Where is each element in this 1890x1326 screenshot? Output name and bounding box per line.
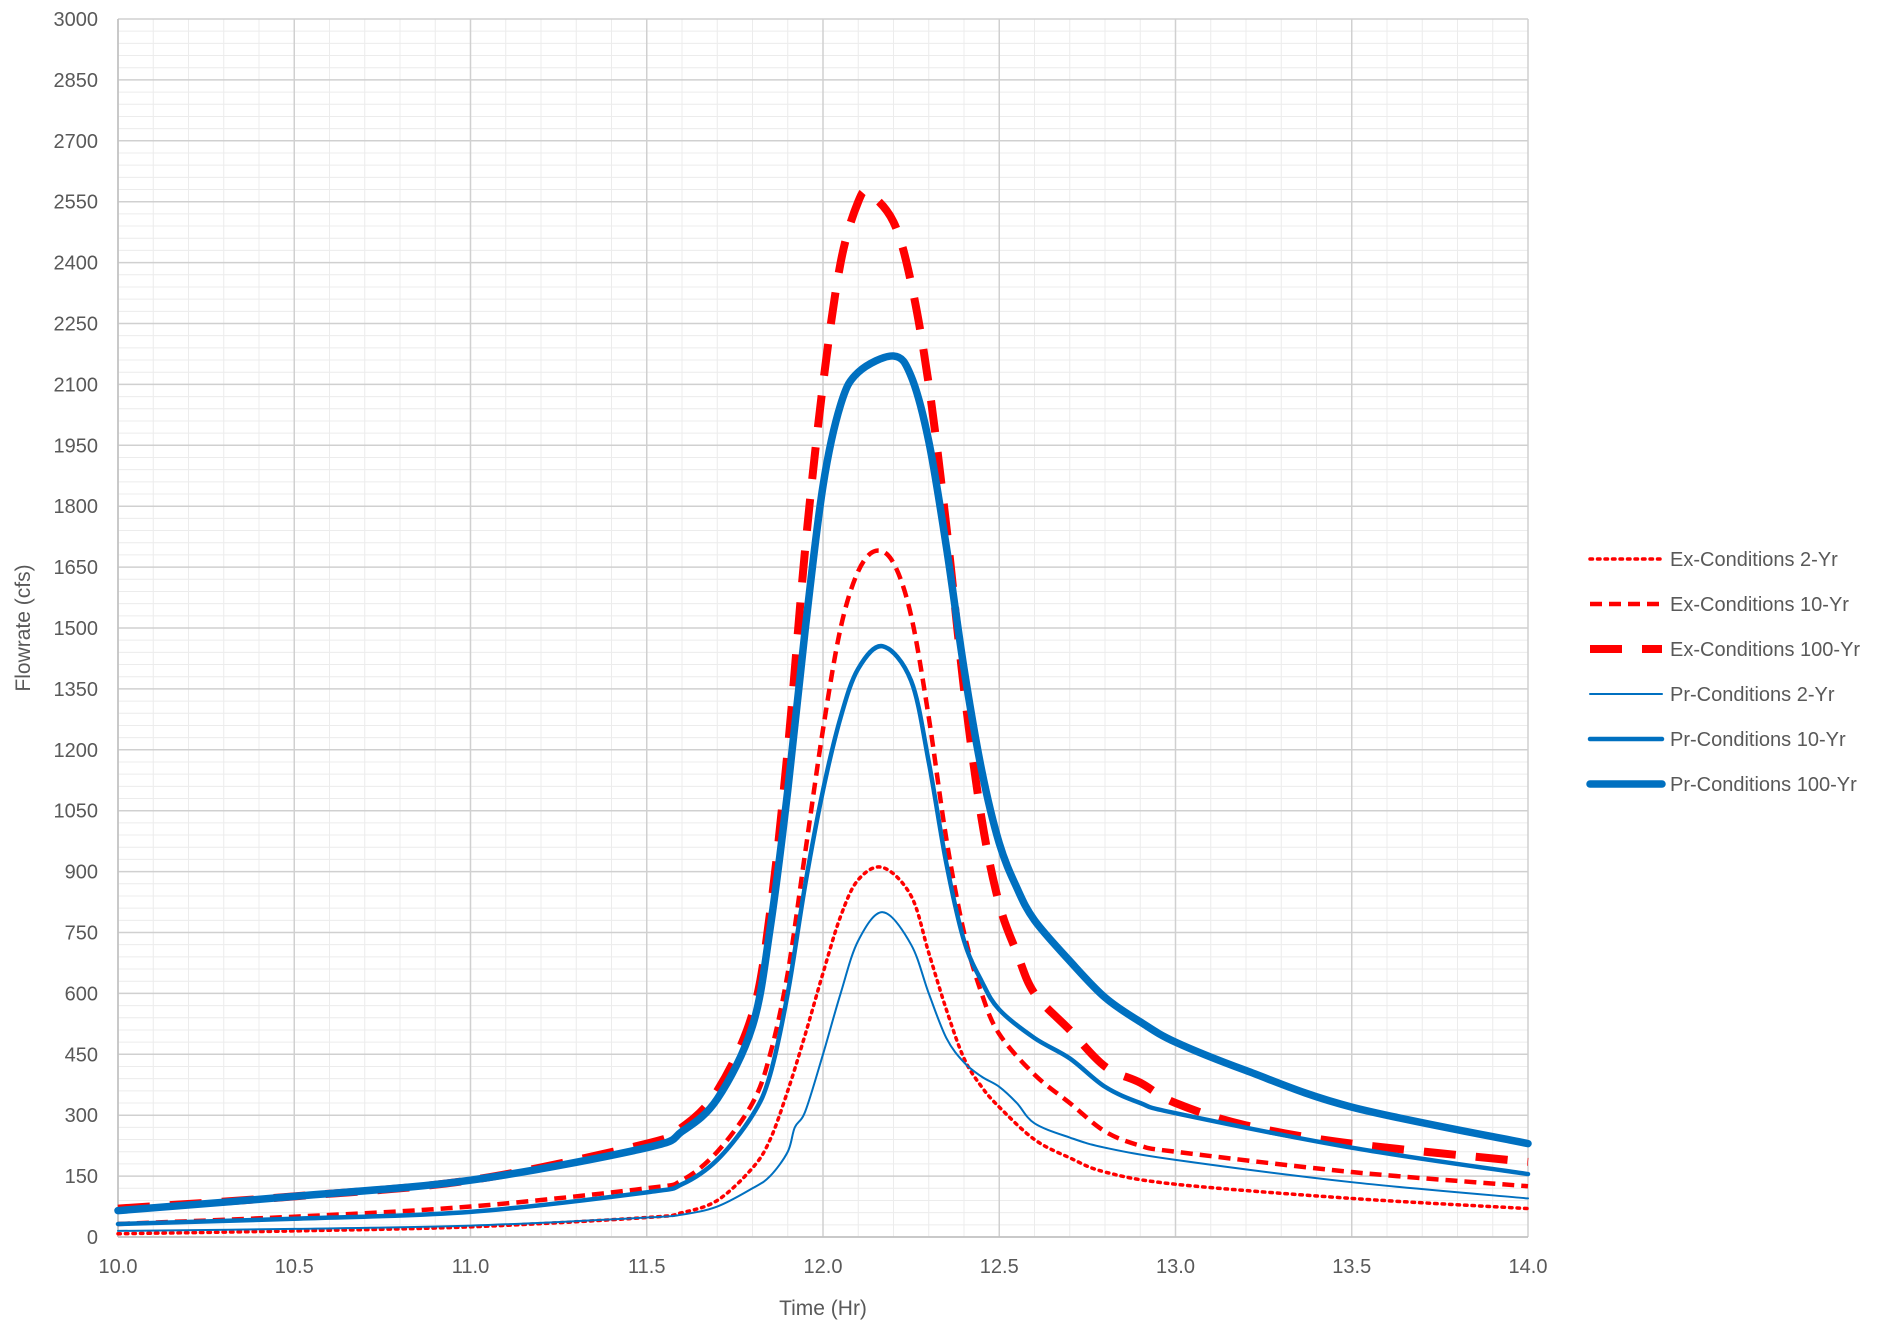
x-tick-label: 12.5: [980, 1256, 1019, 1278]
legend-label: Pr-Conditions 100-Yr: [1670, 774, 1857, 796]
y-tick-label: 1650: [54, 557, 99, 579]
legend-item[interactable]: Pr-Conditions 10-Yr: [1590, 729, 1846, 751]
legend-label: Ex-Conditions 100-Yr: [1670, 639, 1860, 661]
y-tick-label: 0: [87, 1227, 98, 1249]
legend-item[interactable]: Pr-Conditions 2-Yr: [1590, 684, 1835, 706]
x-tick-label: 11.5: [628, 1256, 665, 1278]
legend-label: Pr-Conditions 2-Yr: [1670, 684, 1835, 706]
legend-label: Ex-Conditions 2-Yr: [1670, 549, 1838, 571]
y-tick-label: 1950: [54, 435, 99, 457]
y-axis-tick-labels: 0 150 300 450 600 750 900 1050 1200 1350 1500 1650 1…: [54, 9, 99, 1249]
y-tick-label: 1350: [54, 679, 99, 701]
y-tick-label: 600: [65, 983, 98, 1005]
legend-item[interactable]: Ex-Conditions 2-Yr: [1590, 549, 1838, 571]
y-tick-label: 2850: [54, 70, 99, 92]
x-tick-label: 10.0: [99, 1256, 138, 1278]
y-tick-label: 2250: [54, 314, 99, 336]
x-axis-tick-labels: 10.0 10.5 11.0 11.5 12.0 12.5 13.0 13.5 14.0: [99, 1256, 1548, 1278]
legend-label: Pr-Conditions 10-Yr: [1670, 729, 1846, 751]
y-tick-label: 300: [65, 1105, 98, 1127]
y-tick-label: 2100: [54, 374, 99, 396]
y-tick-label: 3000: [54, 9, 99, 31]
legend-item[interactable]: Ex-Conditions 10-Yr: [1590, 594, 1849, 616]
legend-item[interactable]: Ex-Conditions 100-Yr: [1590, 639, 1860, 661]
x-tick-label: 14.0: [1509, 1256, 1548, 1278]
x-tick-label: 11.0: [452, 1256, 489, 1278]
x-tick-label: 13.5: [1332, 1256, 1371, 1278]
legend[interactable]: Ex-Conditions 2-Yr Ex-Conditions 10-Yr Ex-…: [1590, 549, 1860, 796]
y-tick-label: 1500: [54, 618, 99, 640]
y-tick-label: 1800: [54, 496, 99, 518]
y-tick-label: 2550: [54, 192, 99, 214]
y-tick-label: 2400: [54, 253, 99, 275]
y-tick-label: 2700: [54, 131, 99, 153]
x-axis-title: Time (Hr): [779, 1297, 867, 1320]
x-tick-label: 10.5: [275, 1256, 314, 1278]
y-tick-label: 1200: [54, 740, 99, 762]
y-tick-label: 900: [65, 862, 98, 884]
y-tick-label: 450: [65, 1044, 98, 1066]
x-tick-label: 13.0: [1156, 1256, 1195, 1278]
x-tick-label: 12.0: [804, 1256, 843, 1278]
y-tick-label: 1050: [54, 801, 99, 823]
legend-item[interactable]: Pr-Conditions 100-Yr: [1590, 774, 1857, 796]
y-tick-label: 750: [65, 923, 98, 945]
y-axis-title: Flowrate (cfs): [12, 564, 35, 691]
y-tick-label: 150: [65, 1166, 98, 1188]
legend-label: Ex-Conditions 10-Yr: [1670, 594, 1849, 616]
